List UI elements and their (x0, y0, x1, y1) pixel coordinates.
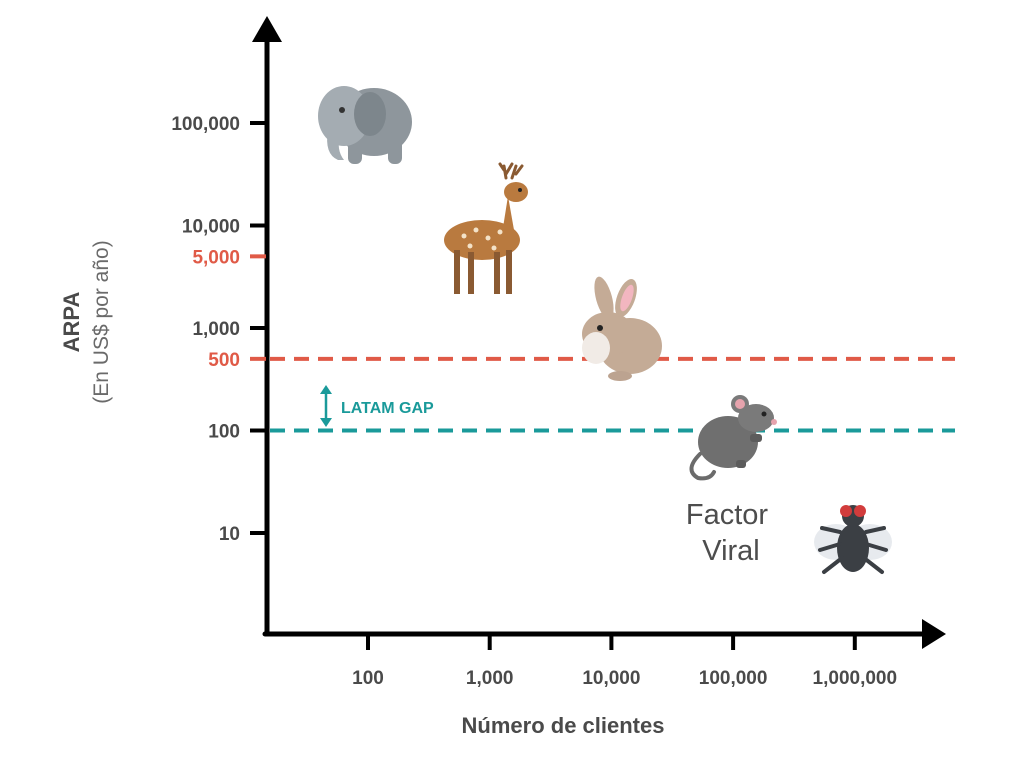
y-axis-arrow (252, 16, 282, 42)
deer-icon (444, 162, 528, 294)
y-axis-subtitle: (En US$ por año) (90, 240, 113, 403)
gap-label: LATAM GAP (341, 400, 434, 417)
y-tick-label: 100,000 (171, 114, 240, 135)
axes (252, 16, 946, 649)
x-tick-label: 1,000 (466, 668, 514, 689)
y-tick-label: 500 (208, 350, 240, 371)
mouse-icon (689, 395, 777, 481)
y-tick-label: 1,000 (192, 319, 240, 340)
y-tick-label: 10,000 (182, 217, 240, 238)
gap-arrow-down (320, 418, 332, 427)
factor-viral-label: Factor Viral (686, 499, 776, 567)
gap-arrow-up (320, 385, 332, 394)
rabbit-icon (582, 276, 662, 381)
x-tick-label: 10,000 (582, 668, 640, 689)
fly-icon (814, 505, 892, 574)
y-tick-label: 10 (219, 524, 240, 545)
x-tick-label: 1,000,000 (813, 668, 898, 689)
latam-gap-annotation: LATAM GAP (320, 385, 434, 427)
x-axis-title: Número de clientes (462, 713, 665, 738)
y-tick-label: 5,000 (192, 247, 240, 268)
x-tick-label: 100,000 (699, 668, 768, 689)
y-tick-label: 100 (208, 422, 240, 443)
elephant-icon (318, 86, 412, 164)
x-tick-label: 100 (352, 668, 384, 689)
x-axis-arrow (922, 619, 946, 649)
y-axis-title: ARPA (59, 292, 84, 353)
